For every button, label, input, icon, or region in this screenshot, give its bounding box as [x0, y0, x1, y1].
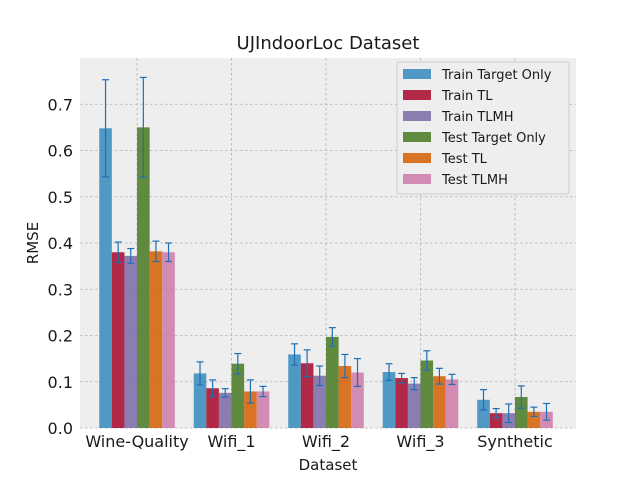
bar	[420, 360, 434, 428]
legend-box	[396, 61, 570, 195]
y-tick-label: 0.0	[48, 419, 73, 438]
bar	[206, 388, 219, 428]
bar	[193, 373, 207, 428]
bar	[288, 354, 301, 428]
bar	[231, 363, 245, 428]
bar	[313, 375, 327, 428]
bar	[445, 379, 459, 428]
legend: Train Target Only Train TL Train TLMH Test …	[396, 61, 570, 195]
bar	[256, 391, 270, 428]
y-axis-ticks: 0.0 0.1 0.2 0.3 0.4 0.5 0.6 0.7	[48, 95, 73, 438]
y-tick-label: 0.6	[48, 142, 73, 161]
bar	[326, 336, 339, 428]
legend-label: Train TL	[441, 89, 493, 104]
y-tick-label: 0.1	[48, 373, 73, 392]
y-tick-label: 0.4	[48, 234, 73, 253]
legend-label: Test Target Only	[441, 131, 546, 146]
bar	[244, 391, 257, 428]
bar	[162, 252, 175, 428]
bar	[218, 392, 232, 428]
legend-swatch	[403, 90, 431, 100]
legend-swatch	[403, 153, 431, 163]
x-tick-label: Synthetic	[477, 432, 553, 451]
chart-title: UJIndoorLoc Dataset	[237, 33, 420, 54]
x-tick-label: Wifi_3	[396, 432, 444, 452]
y-tick-label: 0.7	[48, 95, 73, 114]
bar	[489, 413, 503, 428]
legend-swatch	[403, 174, 431, 184]
x-axis-label: Dataset	[299, 456, 358, 474]
bar	[124, 255, 138, 428]
x-tick-label: Wifi_1	[207, 432, 255, 452]
legend-label: Test TL	[441, 152, 488, 167]
bar	[395, 378, 408, 428]
bar	[514, 397, 528, 428]
bar	[433, 376, 446, 428]
bar	[382, 372, 396, 428]
bar	[300, 363, 314, 428]
x-tick-label: Wifi_2	[302, 432, 350, 452]
bars	[99, 127, 553, 429]
legend-label: Train Target Only	[441, 68, 552, 83]
bar	[111, 252, 125, 428]
x-tick-label: Wine-Quality	[85, 432, 188, 451]
y-tick-label: 0.3	[48, 280, 73, 299]
legend-swatch	[403, 111, 431, 121]
bar	[99, 128, 112, 429]
bar	[338, 366, 352, 428]
legend-label: Train TLMH	[441, 110, 514, 125]
y-axis-label: RMSE	[24, 222, 42, 264]
bar	[149, 251, 163, 428]
y-tick-label: 0.5	[48, 188, 73, 207]
error-bars	[102, 76, 550, 424]
legend-swatch	[403, 132, 431, 142]
bar	[477, 399, 490, 428]
x-axis-ticks: Wine-Quality Wifi_1 Wifi_2 Wifi_3 Synthetic	[85, 432, 552, 452]
y-tick-label: 0.2	[48, 327, 73, 346]
bar	[137, 127, 150, 428]
legend-swatch	[403, 69, 431, 79]
legend-label: Test TLMH	[441, 173, 508, 188]
bar	[407, 383, 421, 428]
